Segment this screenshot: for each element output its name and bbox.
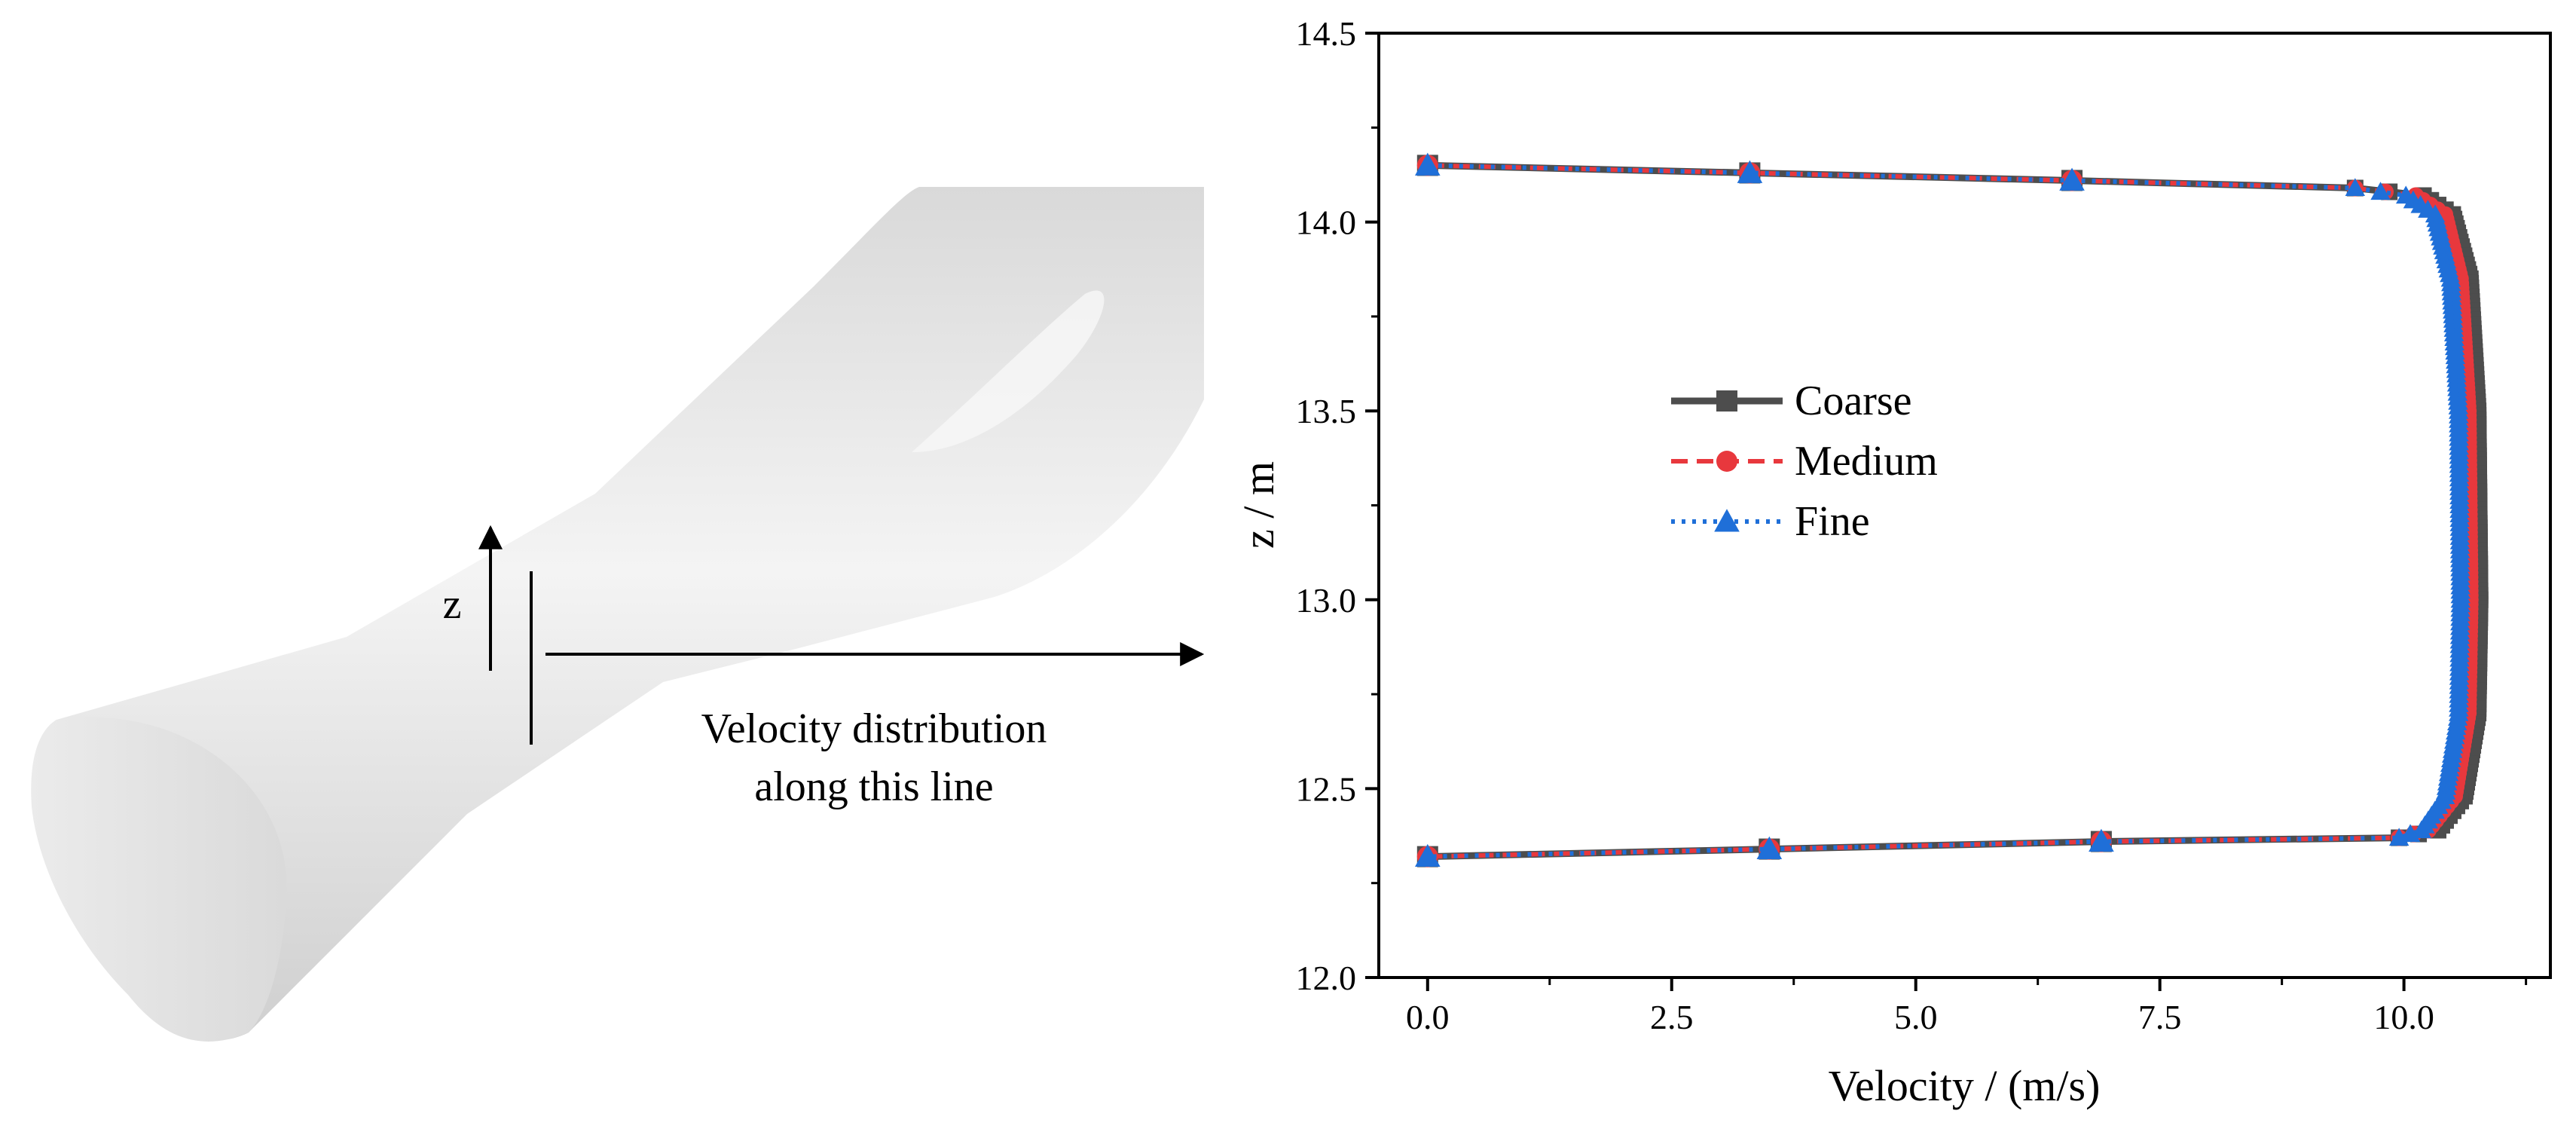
legend-swatch-marker xyxy=(1716,390,1737,412)
data-point xyxy=(2411,820,2432,839)
legend-label: Medium xyxy=(1795,438,1938,485)
y-tick-label: 12.5 xyxy=(1296,769,1357,808)
data-point xyxy=(2345,178,2366,197)
legend-swatch-marker xyxy=(1716,451,1737,472)
series-line xyxy=(1427,161,2484,861)
pipe-inlet-face xyxy=(31,717,287,1042)
legend-label: Fine xyxy=(1795,498,1870,545)
series-line xyxy=(1427,163,2473,859)
y-axis-ticks: 12.0 12.5 13.0 13.5 14.0 14.5 xyxy=(1296,14,1379,997)
y-tick-label: 14.0 xyxy=(1296,203,1357,242)
pipe-body xyxy=(32,187,1204,1041)
series-layer xyxy=(1414,152,2489,867)
annotation-line-1: Velocity distribution xyxy=(701,705,1047,752)
series-line xyxy=(1427,163,2463,859)
series-fine xyxy=(1414,152,2471,867)
y-tick-label: 12.0 xyxy=(1296,959,1357,997)
legend: Coarse Medium Fine xyxy=(1671,378,1938,545)
velocity-chart: 0.0 2.5 5.0 7.5 10.0 12.0 12.5 13.0 13.5 14.0 14.… xyxy=(1234,14,2552,1110)
x-tick-label: 10.0 xyxy=(2373,998,2434,1036)
data-point xyxy=(1756,836,1783,860)
data-point xyxy=(2089,828,2114,852)
pipe-schematic: z Velocity distribution along this line xyxy=(31,187,1205,1042)
x-axis-label: Velocity / (m/s) xyxy=(1829,1061,2101,1110)
y-axis-label: z / m xyxy=(1234,461,1283,549)
data-point xyxy=(2400,824,2421,843)
y-tick-label: 13.5 xyxy=(1296,392,1357,430)
pipe-highlight xyxy=(912,290,1105,452)
legend-item-medium: Medium xyxy=(1671,438,1938,485)
series-medium xyxy=(1416,155,2479,867)
y-tick-label: 13.0 xyxy=(1296,581,1357,620)
x-axis-ticks: 0.0 2.5 5.0 7.5 10.0 xyxy=(1406,978,2528,1036)
data-point xyxy=(1414,843,1441,867)
x-tick-label: 0.0 xyxy=(1406,998,1450,1036)
data-point xyxy=(2059,167,2085,191)
legend-swatch-marker xyxy=(1714,509,1740,532)
legend-item-coarse: Coarse xyxy=(1671,378,1912,424)
data-point xyxy=(2388,828,2409,846)
x-tick-label: 7.5 xyxy=(2138,998,2182,1036)
series-coarse xyxy=(1416,155,2489,867)
annotation-line-2: along this line xyxy=(754,763,993,810)
data-point xyxy=(1737,160,1763,183)
data-point xyxy=(1414,152,1441,176)
legend-label: Coarse xyxy=(1795,378,1912,424)
legend-item-fine: Fine xyxy=(1671,498,1870,545)
x-tick-label: 2.5 xyxy=(1650,998,1694,1036)
x-tick-label: 5.0 xyxy=(1894,998,1938,1036)
y-tick-label: 14.5 xyxy=(1296,14,1357,53)
z-axis-label: z xyxy=(443,581,462,628)
data-point xyxy=(2370,182,2391,200)
